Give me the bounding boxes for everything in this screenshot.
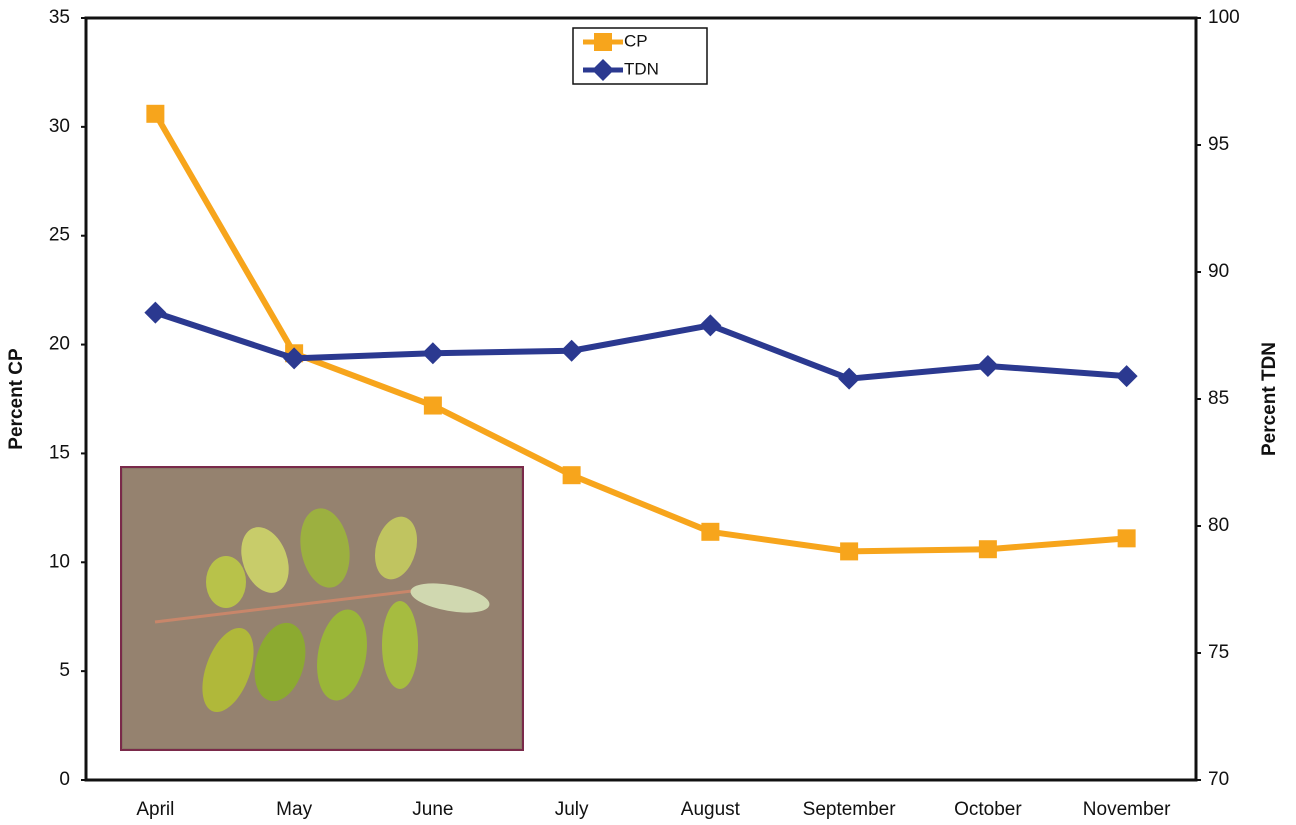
marker	[1115, 365, 1138, 388]
y-tick-label: 10	[49, 551, 70, 572]
y2-tick-label: 90	[1208, 261, 1229, 282]
x-tick-label: October	[954, 799, 1022, 820]
marker	[701, 522, 720, 541]
y-tick-label: 35	[49, 7, 70, 28]
photo-leaf	[202, 627, 254, 713]
x-tick-label: September	[803, 799, 897, 820]
marker	[592, 59, 614, 81]
marker	[283, 347, 306, 370]
marker	[838, 367, 861, 390]
y-tick-label: 0	[59, 769, 70, 790]
marker	[144, 301, 167, 324]
x-tick-label: April	[136, 799, 174, 820]
marker	[560, 339, 583, 362]
y2-tick-label: 80	[1208, 515, 1229, 536]
photo-stem	[154, 588, 421, 624]
inset-photo	[120, 466, 524, 751]
marker	[146, 104, 165, 123]
marker	[699, 314, 722, 337]
marker	[840, 542, 859, 561]
x-tick-label: May	[276, 799, 312, 820]
x-tick-label: June	[412, 799, 453, 820]
x-tick-label: November	[1083, 799, 1171, 820]
photo-leaf	[382, 601, 418, 689]
marker	[421, 342, 444, 365]
photo-leaf	[206, 556, 246, 608]
x-tick-label: July	[555, 799, 589, 820]
marker	[423, 396, 442, 415]
marker	[562, 466, 581, 485]
y-tick-label: 30	[49, 116, 70, 137]
photo-leaf	[317, 609, 367, 701]
y2-tick-label: 100	[1208, 7, 1240, 28]
marker	[978, 540, 997, 559]
photo-leaf	[410, 583, 490, 613]
marker	[594, 33, 612, 51]
y2-tick-label: 85	[1208, 388, 1229, 409]
x-tick-label: August	[681, 799, 741, 820]
y-tick-label: 20	[49, 334, 70, 355]
series-line	[152, 112, 1127, 555]
photo-leaf	[254, 622, 306, 702]
y-tick-label: 15	[49, 442, 70, 463]
photo-leaf	[374, 516, 418, 580]
photo-leaf	[241, 527, 289, 593]
y2-tick-label: 95	[1208, 134, 1229, 155]
legend-label: TDN	[624, 59, 659, 78]
marker	[1117, 529, 1136, 548]
y-axis-label: Percent CP	[6, 348, 27, 450]
photo-leaf	[300, 508, 350, 588]
y-tick-label: 5	[59, 660, 70, 681]
y2-tick-label: 75	[1208, 642, 1229, 663]
legend-label: CP	[624, 31, 648, 50]
y2-tick-label: 70	[1208, 769, 1229, 790]
marker	[976, 354, 999, 377]
y-tick-label: 25	[49, 225, 70, 246]
series-line	[154, 309, 1127, 382]
y2-axis-label: Percent TDN	[1259, 342, 1280, 456]
